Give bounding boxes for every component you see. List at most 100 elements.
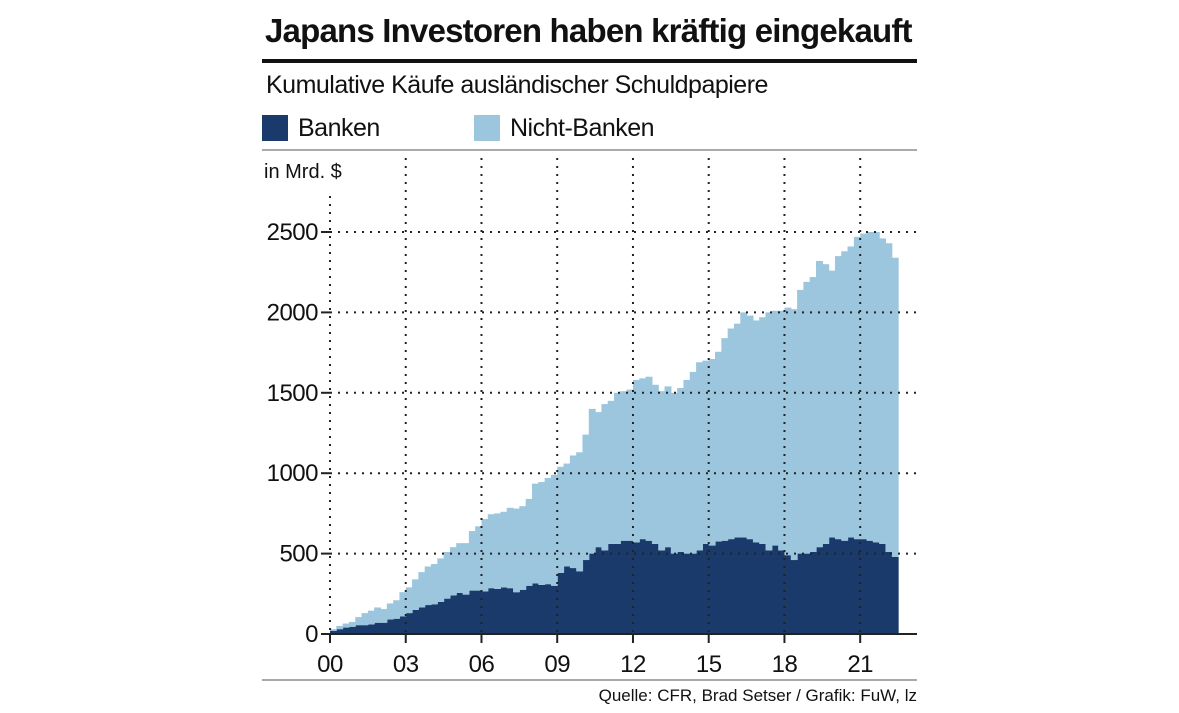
bar-nonbanks <box>645 376 653 541</box>
bar-banks <box>607 543 615 634</box>
bar-nonbanks <box>418 572 426 608</box>
bar-banks <box>822 543 830 634</box>
bar-banks <box>834 539 842 634</box>
bar-nonbanks <box>639 378 647 540</box>
bar-nonbanks <box>367 610 375 625</box>
bar-nonbanks <box>386 603 394 620</box>
bar-nonbanks <box>336 625 344 630</box>
bar-banks <box>475 590 483 634</box>
bar-nonbanks <box>828 270 836 538</box>
bar-nonbanks <box>809 277 817 552</box>
bar-nonbanks <box>538 482 546 585</box>
bar-nonbanks <box>841 251 849 541</box>
bar-nonbanks <box>651 384 659 544</box>
unit-label: in Mrd. $ <box>264 161 342 183</box>
bar-nonbanks <box>557 466 565 573</box>
bar-nonbanks <box>430 564 438 605</box>
bar-banks <box>664 547 672 634</box>
bar-banks <box>424 605 432 634</box>
bar-nonbanks <box>771 310 779 546</box>
bar-nonbanks <box>487 514 495 589</box>
bar-nonbanks <box>424 566 432 606</box>
bar-nonbanks <box>752 320 760 543</box>
y-tick-label: 1000 <box>267 460 319 487</box>
bar-nonbanks <box>595 412 603 548</box>
bar-banks <box>462 594 470 634</box>
bar-banks <box>500 587 508 634</box>
bar-banks <box>771 545 779 634</box>
bar-banks <box>797 553 804 634</box>
bar-banks <box>677 551 685 634</box>
bar-banks <box>689 553 697 634</box>
bar-banks <box>765 550 773 634</box>
bar-banks <box>405 613 413 634</box>
legend-label-banks: Banken <box>298 113 380 142</box>
bar-nonbanks <box>443 551 451 599</box>
bar-banks <box>708 545 716 634</box>
bar-nonbanks <box>620 391 628 541</box>
bar-nonbanks <box>449 547 457 596</box>
bar-nonbanks <box>708 359 716 546</box>
bar-banks <box>715 541 722 634</box>
legend-item-nonbanks: Nicht-Banken <box>474 114 655 142</box>
x-tick-label: 00 <box>317 651 343 678</box>
bar-banks <box>683 553 691 634</box>
bar-nonbanks <box>582 434 590 561</box>
legend-swatch-banks <box>262 115 288 141</box>
bar-banks <box>563 566 571 634</box>
bar-banks <box>525 585 533 634</box>
bar-banks <box>443 598 451 634</box>
bar-banks <box>361 625 369 634</box>
bar-nonbanks <box>437 558 445 602</box>
bar-nonbanks <box>721 338 729 541</box>
bar-banks <box>872 542 880 634</box>
bar-nonbanks <box>500 511 508 588</box>
bar-nonbanks <box>891 257 899 557</box>
bar-banks <box>790 560 798 634</box>
bar-banks <box>620 540 628 634</box>
bar-nonbanks <box>576 452 584 572</box>
bar-nonbanks <box>664 386 672 548</box>
bar-nonbanks <box>614 392 621 544</box>
title-rule <box>262 59 917 63</box>
chart-title: Japans Investoren haben kräftig eingekau… <box>265 12 913 49</box>
bar-banks <box>348 626 356 634</box>
bar-banks <box>803 553 811 634</box>
bar-banks <box>531 583 539 634</box>
bar-nonbanks <box>746 315 754 540</box>
bar-nonbanks <box>797 289 804 554</box>
bar-nonbanks <box>885 243 893 552</box>
bar-banks <box>399 616 407 634</box>
bar-banks <box>626 540 634 634</box>
y-tick-label: 500 <box>279 541 318 568</box>
bar-banks <box>658 550 666 634</box>
bar-banks <box>746 539 754 634</box>
bar-banks <box>468 590 476 634</box>
bar-nonbanks <box>733 323 741 538</box>
bar-banks <box>816 547 823 634</box>
bar-nonbanks <box>588 408 596 554</box>
bar-nonbanks <box>803 281 811 554</box>
bar-banks <box>588 553 596 634</box>
bar-nonbanks <box>563 463 571 567</box>
bar-banks <box>456 592 464 634</box>
bar-nonbanks <box>696 362 703 551</box>
bar-banks <box>866 540 874 634</box>
bar-nonbanks <box>778 310 786 551</box>
bar-banks <box>386 619 394 634</box>
bar-banks <box>696 550 703 634</box>
bar-nonbanks <box>475 526 483 591</box>
bar-banks <box>860 539 868 634</box>
series-banks <box>330 537 899 634</box>
bar-banks <box>367 624 375 634</box>
source-note: Quelle: CFR, Brad Setser / Grafik: FuW, … <box>598 686 917 705</box>
bar-nonbanks <box>853 236 861 540</box>
bar-nonbanks <box>816 260 823 548</box>
axes <box>321 231 917 643</box>
bar-nonbanks <box>866 232 874 541</box>
bar-banks <box>487 588 495 634</box>
bar-banks <box>437 601 445 634</box>
x-tick-label: 21 <box>847 651 873 678</box>
bar-banks <box>614 543 621 634</box>
